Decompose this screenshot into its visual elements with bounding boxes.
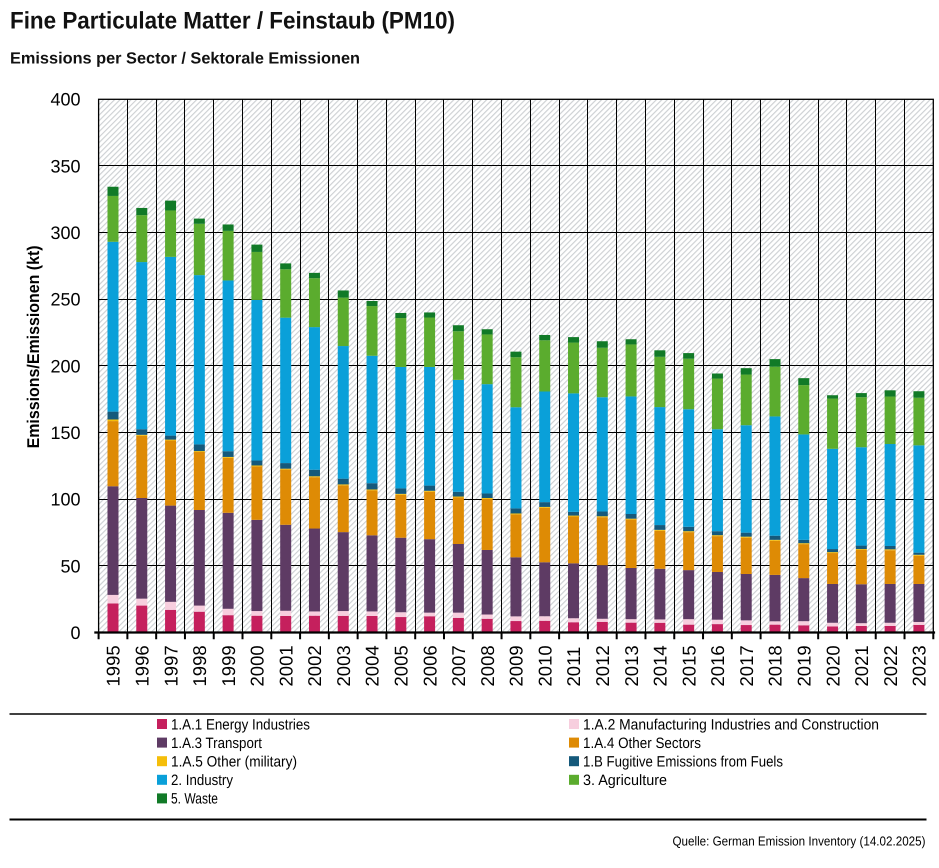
svg-text:2004: 2004 [362,645,383,686]
svg-text:Fine Particulate Matter / Fein: Fine Particulate Matter / Feinstaub (PM1… [10,8,455,35]
svg-text:350: 350 [50,156,80,176]
svg-text:1999: 1999 [218,645,239,686]
svg-text:2016: 2016 [707,645,728,686]
svg-text:150: 150 [50,423,80,443]
svg-text:3. Agriculture: 3. Agriculture [583,772,667,789]
svg-text:2017: 2017 [736,645,757,686]
svg-text:1.B Fugitive Emissions from Fu: 1.B Fugitive Emissions from Fuels [583,754,783,771]
svg-text:2009: 2009 [506,645,527,686]
svg-text:300: 300 [50,223,80,243]
svg-text:100: 100 [50,490,80,510]
svg-text:2019: 2019 [793,645,814,686]
svg-text:1996: 1996 [131,645,152,686]
svg-text:2015: 2015 [678,645,699,686]
svg-text:2. Industry: 2. Industry [171,772,233,789]
svg-text:2011: 2011 [563,647,584,687]
svg-text:1.A.1 Energy Industries: 1.A.1 Energy Industries [171,716,310,733]
svg-text:1.A.3 Transport: 1.A.3 Transport [171,735,263,752]
svg-text:Emissions per Sector / Sektora: Emissions per Sector / Sektorale Emissio… [10,49,360,67]
svg-text:2018: 2018 [765,645,786,686]
svg-text:400: 400 [50,90,80,110]
svg-text:2013: 2013 [621,645,642,686]
svg-text:2014: 2014 [650,645,671,686]
svg-text:2000: 2000 [247,645,268,686]
svg-text:2002: 2002 [304,645,325,686]
svg-text:Quelle: German Emission Invent: Quelle: German Emission Inventory (14.02… [673,834,926,849]
svg-text:2012: 2012 [592,645,613,686]
svg-text:2022: 2022 [880,645,901,686]
svg-text:1.A.2 Manufacturing Industries: 1.A.2 Manufacturing Industries and Const… [583,716,879,733]
svg-text:2021: 2021 [851,645,872,686]
svg-text:1.A.4 Other Sectors: 1.A.4 Other Sectors [583,735,701,752]
svg-text:1995: 1995 [103,645,124,686]
svg-text:2007: 2007 [448,645,469,686]
svg-text:1.A.5 Other (military): 1.A.5 Other (military) [171,754,297,771]
svg-text:0: 0 [70,623,80,643]
svg-text:5. Waste: 5. Waste [171,791,218,808]
svg-text:2006: 2006 [419,645,440,686]
svg-text:50: 50 [60,556,80,576]
svg-text:250: 250 [50,290,80,310]
svg-text:Emissions/Emissionen (kt): Emissions/Emissionen (kt) [24,245,43,448]
svg-text:2008: 2008 [477,645,498,686]
svg-text:2023: 2023 [909,645,930,686]
svg-text:2020: 2020 [822,645,843,686]
svg-text:200: 200 [50,356,80,376]
svg-text:1997: 1997 [160,645,181,686]
svg-text:2003: 2003 [333,645,354,686]
svg-text:2001: 2001 [275,645,296,686]
svg-text:2010: 2010 [534,645,555,686]
svg-text:2005: 2005 [391,645,412,686]
svg-text:1998: 1998 [189,645,210,686]
